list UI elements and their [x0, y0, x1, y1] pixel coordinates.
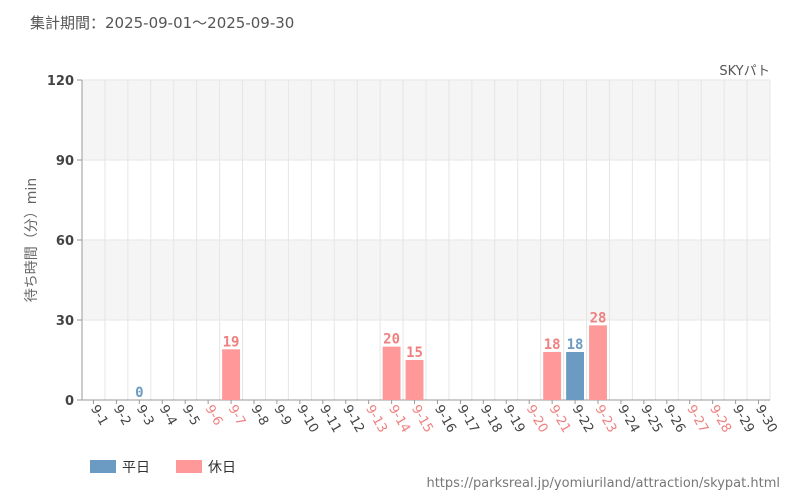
x-tick-label: 9-1 [87, 403, 111, 429]
legend: 平日 休日 [90, 460, 236, 476]
bars: 0 19 20 15 18 18 28 [130, 310, 607, 401]
x-tick-label: 9-15 [408, 403, 436, 436]
x-tick-label: 9-20 [523, 403, 551, 436]
y-tick-label: 120 [47, 74, 74, 89]
x-tick-label: 9-7 [225, 403, 249, 429]
x-tick-label: 9-17 [454, 403, 482, 436]
x-tick-label: 9-28 [706, 403, 734, 436]
y-axis-ticks: 0 30 60 90 120 [47, 74, 82, 409]
source-url: https://parksreal.jp/yomiuriland/attract… [426, 476, 780, 491]
x-tick-label: 9-3 [133, 403, 157, 429]
bar-9-15 [405, 360, 424, 400]
x-tick-label: 9-8 [248, 403, 272, 429]
x-tick-label: 9-18 [477, 403, 505, 436]
bar-value-label: 18 [567, 337, 584, 353]
bar-value-label: 28 [590, 310, 607, 326]
x-tick-label: 9-21 [546, 403, 574, 436]
x-tick-label: 9-24 [614, 403, 642, 436]
bar-9-22 [566, 352, 585, 400]
x-tick-label: 9-4 [156, 403, 180, 429]
legend-swatch-weekday [90, 460, 116, 473]
period-title: 集計期間：2025-09-01～2025-09-30 [30, 14, 294, 32]
y-tick-label: 60 [56, 234, 74, 249]
legend-label-holiday: 休日 [208, 460, 236, 476]
bar-9-7 [222, 349, 241, 400]
bar-value-label: 20 [383, 332, 400, 348]
bar-value-label: 15 [406, 345, 423, 361]
x-tick-label: 9-11 [316, 403, 344, 436]
x-tick-label: 9-22 [569, 403, 597, 436]
x-tick-label: 9-6 [202, 403, 226, 429]
x-tick-label: 9-30 [752, 403, 780, 436]
x-tick-label: 9-9 [270, 403, 294, 429]
x-tick-label: 9-29 [729, 403, 757, 436]
x-tick-label: 9-2 [110, 403, 134, 429]
bar-value-label: 0 [135, 385, 143, 401]
bar-9-14 [382, 346, 401, 400]
bar-9-21 [543, 352, 562, 400]
x-tick-label: 9-23 [592, 403, 620, 436]
bar-value-label: 19 [223, 334, 240, 350]
x-tick-label: 9-26 [660, 403, 688, 436]
chart-subtitle: SKYパト [719, 64, 770, 79]
y-axis-label: 待ち時間（分）min [24, 178, 40, 302]
x-axis-ticks: 9-1 9-2 9-3 9-4 9-5 9-6 9-7 9-8 9-9 9-109-119-129… [87, 400, 780, 436]
y-tick-label: 30 [56, 314, 74, 329]
x-tick-label: 9-25 [637, 403, 665, 436]
x-tick-label: 9-12 [339, 403, 367, 436]
x-tick-label: 9-27 [683, 403, 711, 436]
x-tick-label: 9-10 [293, 403, 321, 436]
x-tick-label: 9-16 [431, 403, 459, 436]
bar-value-label: 18 [544, 337, 561, 353]
x-tick-label: 9-14 [385, 403, 413, 436]
x-tick-label: 9-13 [362, 403, 390, 436]
y-tick-label: 0 [65, 394, 74, 409]
x-tick-label: 9-5 [179, 403, 203, 429]
y-tick-label: 90 [56, 154, 74, 169]
legend-swatch-holiday [176, 460, 202, 473]
legend-label-weekday: 平日 [122, 460, 150, 476]
bar-9-23 [589, 325, 607, 400]
x-tick-label: 9-19 [500, 403, 528, 436]
